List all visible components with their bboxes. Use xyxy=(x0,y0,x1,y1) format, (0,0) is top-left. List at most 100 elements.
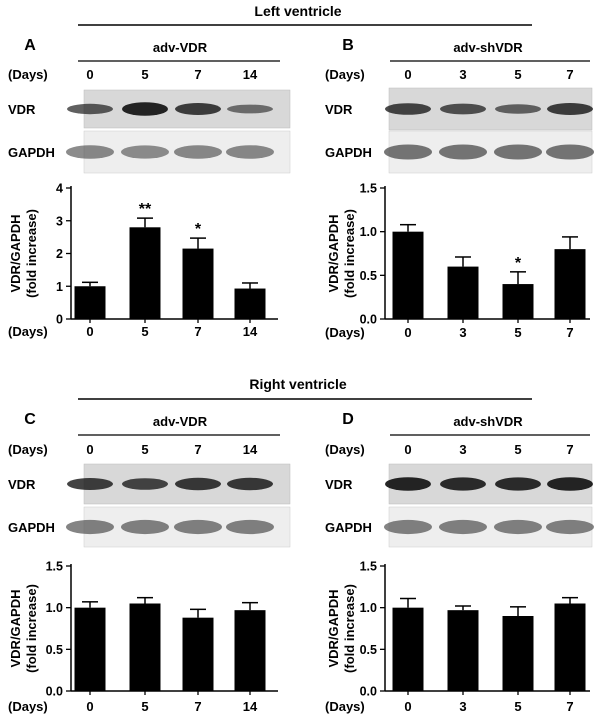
bar xyxy=(502,284,534,319)
x-tick-label: 0 xyxy=(86,324,93,339)
y-tick-label: 4 xyxy=(56,182,63,196)
section-title-left-ventricle: Left ventricle xyxy=(254,3,341,19)
days-row-label: (Days) xyxy=(8,442,48,457)
day-header: 7 xyxy=(566,442,573,457)
gapdh-band xyxy=(494,519,542,535)
bar xyxy=(554,603,586,691)
gapdh-band xyxy=(494,144,542,160)
vdr-band xyxy=(122,102,168,116)
construct-label: adv-shVDR xyxy=(453,414,523,429)
gapdh-band xyxy=(439,144,487,160)
bar xyxy=(182,617,214,691)
y-tick-label: 1.0 xyxy=(360,225,377,239)
gapdh-row-label: GAPDH xyxy=(8,145,55,160)
vdr-band xyxy=(175,103,221,115)
y-axis-label: VDR/GAPDH xyxy=(8,214,23,292)
gapdh-band xyxy=(546,144,594,160)
vdr-band xyxy=(495,104,541,114)
vdr-band xyxy=(227,477,273,491)
y-axis-label-unit: (fold increase) xyxy=(24,209,39,298)
y-tick-label: 1.0 xyxy=(360,601,377,615)
y-axis-label-unit: (fold increase) xyxy=(342,209,357,298)
day-header: 0 xyxy=(404,67,411,82)
days-row-label: (Days) xyxy=(8,67,48,82)
significance-marker: * xyxy=(515,255,522,272)
bar xyxy=(74,286,106,319)
x-axis-label: (Days) xyxy=(8,324,48,339)
bar xyxy=(74,607,106,691)
y-tick-label: 2 xyxy=(56,247,63,261)
panel-letter: A xyxy=(24,37,36,54)
x-tick-label: 5 xyxy=(514,699,521,714)
vdr-band xyxy=(440,477,486,491)
bar xyxy=(234,288,266,319)
vdr-band xyxy=(385,103,431,115)
day-header: 5 xyxy=(514,67,521,82)
day-header: 7 xyxy=(194,67,201,82)
gapdh-band xyxy=(226,519,274,535)
bar xyxy=(129,603,161,691)
x-tick-label: 14 xyxy=(243,324,258,339)
day-header: 5 xyxy=(141,442,148,457)
day-header: 0 xyxy=(404,442,411,457)
vdr-row-label: VDR xyxy=(325,102,353,117)
bar xyxy=(129,227,161,319)
y-tick-label: 1.5 xyxy=(360,182,377,196)
y-axis-label: VDR/GAPDH xyxy=(326,589,341,667)
x-tick-label: 3 xyxy=(459,325,466,340)
y-axis-label: VDR/GAPDH xyxy=(326,214,341,292)
day-header: 7 xyxy=(566,67,573,82)
gapdh-band xyxy=(174,145,222,159)
y-axis-label-unit: (fold increase) xyxy=(24,584,39,673)
vdr-band xyxy=(440,103,486,115)
y-tick-label: 1.5 xyxy=(46,560,63,574)
significance-marker: * xyxy=(195,221,202,238)
day-header: 5 xyxy=(141,67,148,82)
y-axis-label-unit: (fold increase) xyxy=(342,584,357,673)
y-tick-label: 1 xyxy=(56,280,63,294)
y-tick-label: 0.5 xyxy=(360,643,377,657)
gapdh-band xyxy=(121,519,169,535)
significance-marker: ** xyxy=(139,201,152,218)
gapdh-band xyxy=(439,519,487,535)
y-tick-label: 0 xyxy=(56,313,63,327)
gapdh-band xyxy=(384,519,432,535)
gapdh-row-label: GAPDH xyxy=(325,145,372,160)
gapdh-band xyxy=(121,145,169,159)
y-tick-label: 0.5 xyxy=(360,269,377,283)
day-header: 14 xyxy=(243,442,258,457)
vdr-band xyxy=(122,478,168,490)
bar xyxy=(447,610,479,691)
day-header: 5 xyxy=(514,442,521,457)
y-tick-label: 0.0 xyxy=(46,685,63,699)
bar xyxy=(392,231,424,319)
day-header: 7 xyxy=(194,442,201,457)
y-axis-label: VDR/GAPDH xyxy=(8,589,23,667)
x-axis-label: (Days) xyxy=(325,325,365,340)
y-tick-label: 0.5 xyxy=(46,643,63,657)
construct-label: adv-shVDR xyxy=(453,40,523,55)
x-axis-label: (Days) xyxy=(325,699,365,714)
vdr-band xyxy=(67,103,113,115)
vdr-band xyxy=(227,104,273,114)
gapdh-band xyxy=(174,519,222,535)
y-tick-label: 0.0 xyxy=(360,313,377,327)
y-tick-label: 3 xyxy=(56,214,63,228)
x-tick-label: 5 xyxy=(141,324,148,339)
panel-letter: D xyxy=(342,411,354,428)
x-tick-label: 0 xyxy=(86,699,93,714)
bar xyxy=(554,249,586,319)
day-header: 14 xyxy=(243,67,258,82)
x-tick-label: 7 xyxy=(566,325,573,340)
x-tick-label: 14 xyxy=(243,699,258,714)
gapdh-band xyxy=(66,519,114,535)
x-tick-label: 5 xyxy=(141,699,148,714)
x-tick-label: 0 xyxy=(404,325,411,340)
x-tick-label: 5 xyxy=(514,325,521,340)
bar xyxy=(234,610,266,691)
panel-letter: B xyxy=(342,37,354,54)
gapdh-band xyxy=(66,145,114,159)
